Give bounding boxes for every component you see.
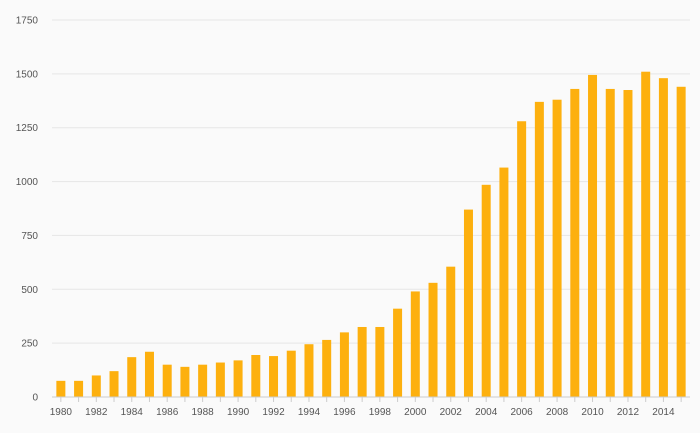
bar-1993 [286, 350, 296, 397]
bar-1983 [109, 371, 119, 397]
x-tick-label: 1988 [192, 407, 215, 418]
bar-1984 [127, 357, 137, 397]
bar-2008 [552, 99, 562, 398]
y-axis: 0 250 500 750 1000 1250 1500 1750 [16, 16, 39, 404]
y-tick-label: 0 [32, 393, 38, 404]
bar-2000 [410, 291, 420, 397]
bar-1991 [251, 354, 261, 397]
x-tick-label: 1994 [298, 407, 321, 418]
x-tick-label: 1982 [85, 407, 108, 418]
bar-1987 [180, 366, 190, 397]
x-axis: 1980 1982 1984 1986 1988 1990 1992 1994 1996 1998… [50, 396, 690, 418]
x-tick-label: 1996 [333, 407, 356, 418]
x-tick-label: 1992 [262, 407, 285, 418]
bar-1981 [74, 380, 84, 397]
y-tick-label: 1000 [16, 177, 39, 188]
bar-1988 [198, 364, 208, 397]
bar-1982 [91, 375, 101, 397]
x-tick-label: 2010 [581, 407, 604, 418]
bar-2011 [605, 88, 615, 398]
bar-2013 [641, 71, 651, 398]
y-tick-label: 250 [21, 339, 38, 350]
bar-2004 [481, 184, 491, 397]
bar-2006 [517, 121, 527, 397]
bar-1996 [339, 332, 349, 397]
bar-2007 [534, 101, 544, 397]
x-tick-label: 1984 [121, 407, 144, 418]
bar-2014 [658, 78, 668, 397]
y-tick-label: 1500 [16, 69, 39, 80]
bar-2001 [428, 282, 438, 397]
x-tick-label: 2002 [440, 407, 463, 418]
x-tick-label: 1998 [369, 407, 392, 418]
bar-2010 [588, 74, 598, 397]
x-tick-label: 2004 [475, 407, 498, 418]
y-tick-label: 1250 [16, 123, 39, 134]
x-tick-label: 1990 [227, 407, 250, 418]
bar-1986 [162, 364, 172, 397]
x-tick-label: 2008 [546, 407, 569, 418]
bar-1994 [304, 344, 314, 397]
x-tick-label: 1986 [156, 407, 179, 418]
bar-1992 [269, 356, 279, 397]
y-tick-label: 750 [21, 231, 38, 242]
x-tick-label: 2006 [511, 407, 534, 418]
bar-2009 [570, 88, 580, 398]
bar-1997 [357, 326, 367, 397]
bar-1999 [393, 308, 403, 397]
bar-2003 [463, 209, 473, 397]
grid-lines [52, 19, 690, 344]
y-tick-label: 500 [21, 285, 38, 296]
x-tick-label: 2000 [404, 407, 427, 418]
bar-1995 [322, 339, 332, 397]
x-tick-label: 2012 [617, 407, 640, 418]
bar-1990 [233, 360, 243, 397]
bar-1985 [144, 351, 154, 397]
bars [56, 71, 686, 398]
bar-1989 [215, 362, 225, 397]
x-tick-label: 1980 [50, 407, 73, 418]
bar-2005 [499, 167, 509, 397]
bar-2002 [446, 266, 456, 397]
bar-2012 [623, 90, 633, 397]
bar-2015 [676, 86, 686, 397]
y-tick-label: 1750 [16, 16, 39, 27]
bar-1998 [375, 326, 385, 397]
x-tick-label: 2014 [652, 407, 675, 418]
bar-1980 [56, 380, 66, 397]
